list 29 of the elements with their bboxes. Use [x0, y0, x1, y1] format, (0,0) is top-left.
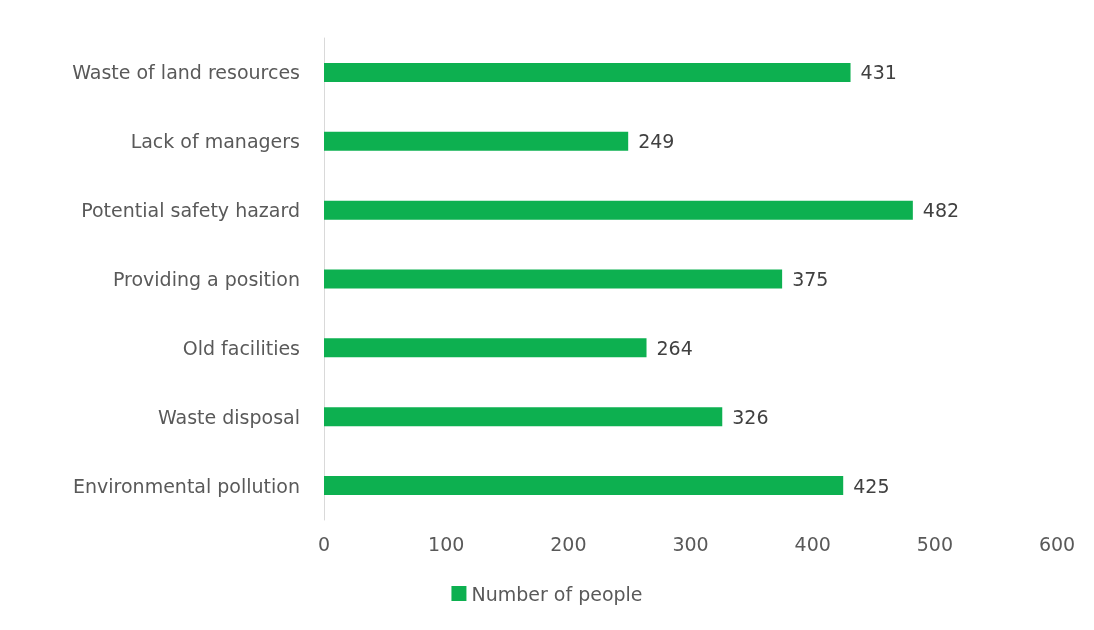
- data-label: 375: [792, 268, 829, 290]
- y-tick-label: Environmental pollution: [73, 474, 300, 497]
- bar: [324, 131, 629, 151]
- x-tick-label: 200: [550, 532, 587, 555]
- bar: [324, 62, 851, 82]
- y-tick-label: Waste disposal: [157, 405, 300, 428]
- y-tick-label: Providing a position: [112, 268, 300, 290]
- data-label: 326: [732, 405, 769, 428]
- data-label: 249: [638, 130, 675, 153]
- data-label: 431: [860, 61, 897, 84]
- data-label: 425: [853, 474, 890, 497]
- data-label: 264: [656, 336, 693, 359]
- y-tick-label: Waste of land resources: [72, 61, 300, 84]
- y-tick-label: Potential safety hazard: [81, 199, 300, 222]
- data-label: 482: [922, 199, 960, 222]
- bar: [324, 200, 913, 220]
- legend-label: Number of people: [471, 582, 643, 605]
- bar: [324, 407, 723, 427]
- bar: [324, 476, 844, 496]
- x-tick-label: 500: [916, 532, 953, 555]
- x-tick-label: 400: [794, 532, 831, 555]
- bar: [324, 269, 783, 289]
- bar: [324, 338, 647, 358]
- y-tick-label: Old facilities: [182, 336, 300, 359]
- x-tick-label: 0: [317, 532, 331, 555]
- x-tick-label: 300: [672, 532, 709, 555]
- x-tick-label: 600: [1038, 532, 1076, 555]
- y-tick-label: Lack of managers: [130, 130, 300, 153]
- x-tick-label: 100: [428, 532, 465, 555]
